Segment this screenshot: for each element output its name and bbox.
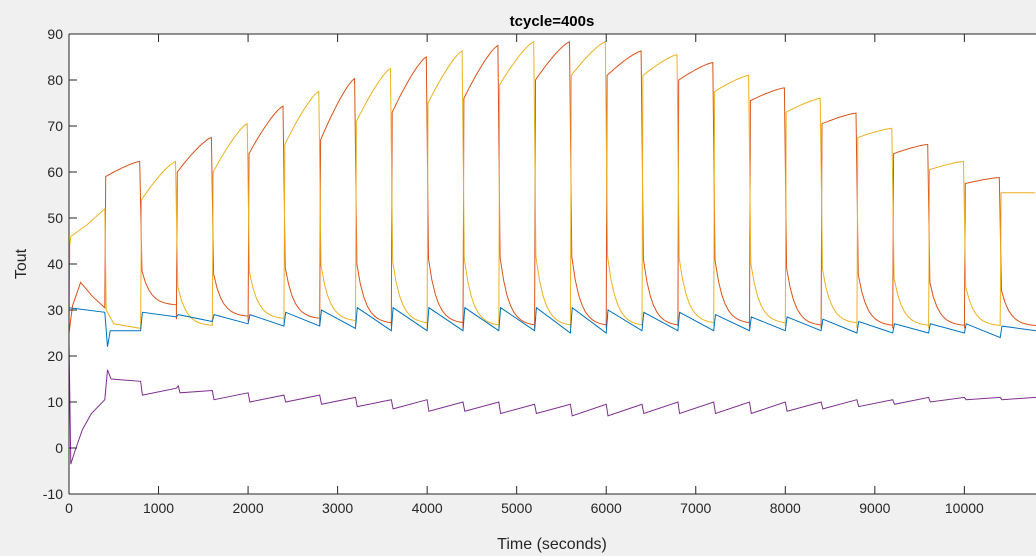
- x-tick-label: 3000: [322, 500, 353, 516]
- y-tick-label: 20: [47, 348, 63, 364]
- series-layer: [69, 40, 1036, 465]
- x-tick-label: 6000: [591, 500, 622, 516]
- x-tick-label: 0: [65, 500, 73, 516]
- x-axis-label: Time (seconds): [497, 536, 607, 553]
- y-tick-label: 10: [47, 394, 63, 410]
- y-tick-label: 70: [47, 118, 63, 134]
- y-axis-label: Tout: [13, 248, 30, 279]
- y-tick-label: 80: [47, 72, 63, 88]
- x-tick-label: 9000: [859, 500, 890, 516]
- x-tick-label: 5000: [501, 500, 532, 516]
- chart-title: tcycle=400s: [510, 13, 595, 30]
- series-line-blue: [69, 306, 1036, 347]
- x-tick-label: 7000: [680, 500, 711, 516]
- y-tick-label: 60: [47, 164, 63, 180]
- x-tick-label: 1000: [143, 500, 174, 516]
- y-tick-label: 90: [47, 26, 63, 42]
- series-line-yellow: [69, 40, 1036, 334]
- x-tick-label: 10000: [945, 500, 984, 516]
- plot-background: [69, 34, 1036, 494]
- y-tick-label: 50: [47, 210, 63, 226]
- x-tick-label: 4000: [412, 500, 443, 516]
- y-tick-label: 0: [55, 440, 63, 456]
- y-tick-label: -10: [43, 486, 63, 502]
- x-tick-label: 8000: [770, 500, 801, 516]
- x-tick-label: 2000: [232, 500, 263, 516]
- y-tick-label: 30: [47, 302, 63, 318]
- axes-layer: 0 1000 2000 3000 4000 5000 6000 7000 8000 9000 100…: [43, 26, 1036, 516]
- series-line-red: [69, 40, 1036, 334]
- y-tick-label: 40: [47, 256, 63, 272]
- series-line-purple: [69, 342, 1036, 465]
